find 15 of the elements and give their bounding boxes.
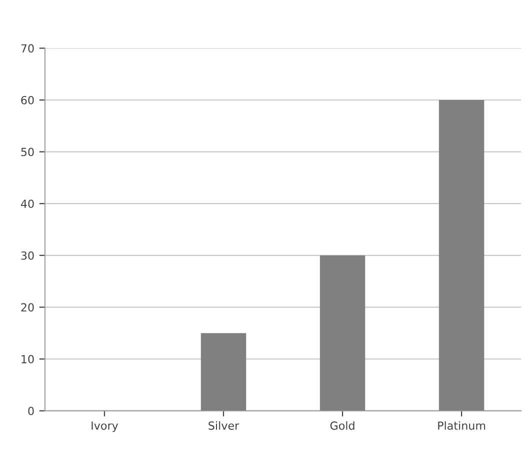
y-tick-label: 0 — [28, 406, 34, 416]
x-tick-label: Gold — [330, 421, 354, 430]
x-tick-label: Platinum — [438, 421, 486, 430]
y-tick-label: 50 — [21, 148, 34, 156]
bar — [438, 100, 484, 411]
y-tick-label: 70 — [21, 44, 34, 53]
x-tick-label: Silver — [208, 421, 240, 430]
y-tick-label: 40 — [20, 200, 34, 208]
bar — [200, 333, 246, 411]
y-tick-label: 30 — [21, 251, 34, 260]
y-tick-label: 10 — [22, 354, 34, 364]
bar — [320, 255, 366, 411]
y-tick-label: 20 — [21, 303, 34, 312]
x-tick-label: Ivory — [92, 422, 118, 432]
y-tick-label: 60 — [21, 96, 34, 104]
